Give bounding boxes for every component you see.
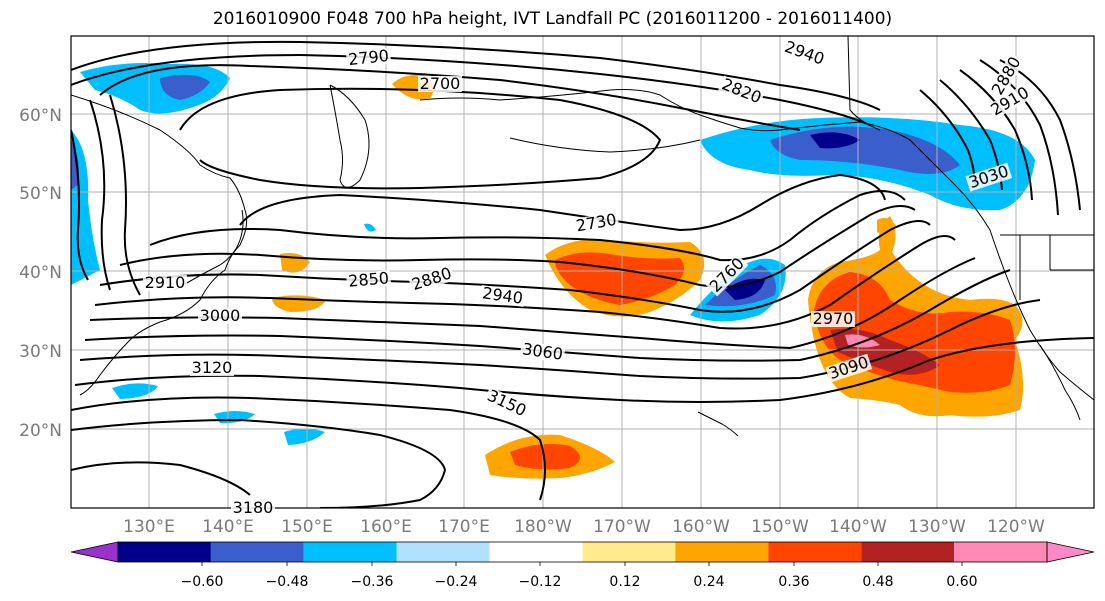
- colorbar-bin: [118, 542, 211, 562]
- contour-label: 3120: [190, 358, 234, 377]
- colorbar-tick-label: −0.36: [351, 574, 394, 590]
- ivt-negative-area: [160, 74, 210, 100]
- latitude-label: 60°N: [19, 106, 62, 126]
- ivt-negative-area: [71, 140, 80, 190]
- svg-text:2850: 2850: [347, 268, 389, 290]
- svg-text:3060: 3060: [521, 339, 564, 363]
- longitude-label: 180°W: [514, 517, 572, 537]
- longitude-label: 160°W: [672, 517, 730, 537]
- longitude-label: 120°W: [987, 517, 1045, 537]
- svg-text:2970: 2970: [813, 309, 854, 328]
- svg-text:3000: 3000: [200, 306, 241, 325]
- colorbar: [70, 541, 1095, 563]
- border-states: [1019, 235, 1094, 300]
- colorbar-bin: [675, 542, 769, 562]
- contour-label: 3150: [483, 386, 531, 420]
- contour-label: 3180: [231, 498, 275, 517]
- map-frame: [70, 35, 1095, 509]
- contour-label: 2970: [811, 309, 855, 328]
- colorbar-tick-label: 0.60: [946, 574, 977, 590]
- longitude-label: 130°W: [908, 517, 966, 537]
- svg-text:3180: 3180: [233, 498, 274, 517]
- svg-text:2700: 2700: [420, 74, 461, 93]
- colorbar-tick-label: 0.36: [778, 574, 809, 590]
- colorbar-ticks: −0.60 −0.48 −0.36 −0.24 −0.12 0.12 0.24 0.36 0.4…: [181, 562, 978, 590]
- colorbar-bin: [489, 542, 583, 562]
- svg-text:2880: 2880: [409, 263, 454, 294]
- svg-text:2790: 2790: [347, 46, 389, 69]
- ivt-negative-area: [725, 278, 765, 300]
- latitude-label: 30°N: [19, 342, 62, 362]
- coastline-aleutians: [509, 137, 701, 153]
- contour-label: 2700: [418, 74, 462, 93]
- contour-label: 2940: [780, 37, 828, 69]
- svg-text:2730: 2730: [575, 210, 618, 236]
- longitude-label: 150°E: [281, 517, 333, 537]
- svg-text:3150: 3150: [484, 386, 529, 420]
- contour-label: 2730: [573, 210, 620, 236]
- contour-label: 2910: [143, 273, 187, 292]
- colorbar-tick-label: −0.60: [181, 574, 224, 590]
- longitude-labels: 130°E 140°E 150°E 160°E 170°E 180°W 170°W 160°W…: [123, 517, 1045, 537]
- contour-label: 3060: [519, 339, 566, 364]
- colorbar-tick-label: −0.48: [266, 574, 309, 590]
- ivt-negative-area: [810, 132, 860, 149]
- colorbar-extend-low: [70, 541, 119, 563]
- colorbar-extend-high: [1046, 541, 1095, 563]
- map-title: 2016010900 F048 700 hPa height, IVT Land…: [212, 9, 893, 29]
- svg-text:2940: 2940: [782, 37, 827, 69]
- longitude-label: 170°W: [593, 517, 651, 537]
- coastline-kamchatka: [329, 84, 370, 188]
- ivt-negative-area: [112, 383, 158, 399]
- contour-label: 2940: [479, 283, 526, 308]
- longitude-label: 140°W: [829, 517, 887, 537]
- latitude-label: 40°N: [19, 263, 62, 283]
- colorbar-bin: [396, 542, 490, 562]
- longitude-label: 160°E: [360, 517, 412, 537]
- colorbar-bin: [210, 542, 304, 562]
- colorbar-tick-label: −0.12: [519, 574, 562, 590]
- colorbar-tick-label: −0.24: [435, 574, 478, 590]
- colorbar-bin: [954, 542, 1047, 562]
- longitude-label: 150°W: [751, 517, 809, 537]
- colorbar-tick-label: 0.48: [862, 574, 893, 590]
- longitude-label: 140°E: [202, 517, 254, 537]
- gridlines: [71, 36, 1094, 508]
- contour-label: 3000: [198, 306, 242, 325]
- coastline-baja: [1039, 344, 1081, 421]
- coastline-hawaii: [697, 411, 739, 437]
- longitude-label: 170°E: [438, 517, 490, 537]
- colorbar-bin: [768, 542, 862, 562]
- border-alaska-canada: [847, 36, 881, 131]
- contour-label: 2880: [408, 263, 456, 294]
- latitude-label: 20°N: [19, 421, 62, 441]
- colorbar-tick-label: 0.12: [609, 574, 640, 590]
- svg-text:3120: 3120: [192, 358, 233, 377]
- ivt-negative-area: [284, 428, 325, 445]
- longitude-label: 130°E: [123, 517, 175, 537]
- coastline-northamerica: [779, 121, 1094, 401]
- contour-label: 2790: [345, 46, 392, 69]
- coastline-alaska: [419, 89, 781, 132]
- svg-text:2910: 2910: [145, 273, 186, 292]
- contour-label: 2850: [346, 268, 392, 291]
- latitude-labels: 60°N 50°N 40°N 30°N 20°N: [19, 106, 62, 441]
- colorbar-tick-label: 0.24: [693, 574, 724, 590]
- colorbar-bin: [861, 542, 955, 562]
- colorbar-frame: [117, 541, 1048, 563]
- colorbar-bin: [582, 542, 676, 562]
- height-contours: [71, 40, 1094, 508]
- svg-text:2820: 2820: [719, 74, 764, 107]
- colorbar-bin: [303, 542, 397, 562]
- ivt-negative-area: [364, 223, 376, 232]
- latitude-label: 50°N: [19, 184, 62, 204]
